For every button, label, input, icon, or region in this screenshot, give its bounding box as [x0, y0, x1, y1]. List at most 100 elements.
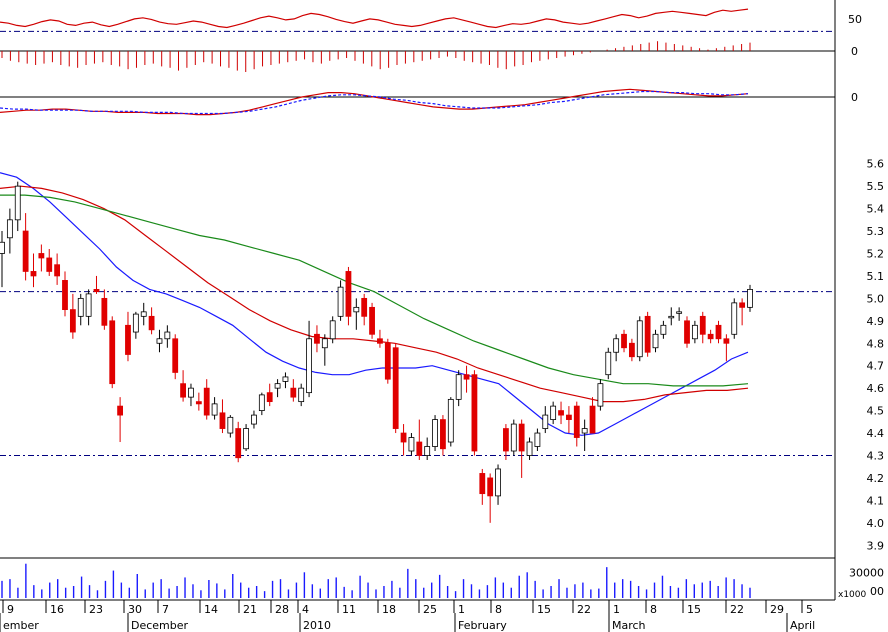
candle-body [447, 398, 454, 443]
price-tick-label: 4.0 [867, 517, 885, 530]
candle-body [22, 230, 29, 272]
candle-body [597, 383, 604, 407]
candle-body [518, 423, 525, 452]
candle-body [384, 342, 391, 380]
x-month-label: April [790, 619, 815, 632]
candle-body [715, 324, 722, 340]
candle-body [440, 419, 446, 450]
price-tick-label: 5.0 [867, 292, 885, 305]
price-tick-label: 4.7 [867, 360, 885, 373]
candle-body [542, 414, 549, 429]
candle-body [219, 412, 226, 429]
candle-body [314, 333, 320, 344]
candle-body [550, 405, 557, 420]
price-tick-label: 4.8 [867, 337, 885, 350]
macd-signal-line [0, 90, 749, 115]
candle-body [54, 264, 61, 277]
candle-body [723, 338, 730, 344]
candle-body [605, 351, 612, 376]
candle-body [377, 338, 383, 344]
candle-body [62, 280, 68, 310]
candle-body [306, 338, 312, 394]
candle-body [676, 311, 683, 314]
x-tick-label: 1 [613, 603, 620, 616]
candle-body [573, 405, 580, 438]
moving-average-short [0, 172, 749, 436]
price-tick-label: 4.4 [867, 427, 885, 440]
rsi-tick-label: 0 [851, 45, 858, 58]
candle-body [392, 347, 399, 429]
price-tick-label: 5.6 [867, 158, 885, 171]
x-tick-label: 15 [537, 603, 551, 616]
candle-body [14, 185, 21, 221]
price-tick-label: 4.1 [867, 494, 885, 507]
x-tick-label: 29 [770, 603, 784, 616]
candle-body [691, 324, 698, 340]
candle-body [747, 288, 753, 308]
x-tick-label: 8 [650, 603, 657, 616]
price-tick-label: 4.6 [867, 382, 885, 395]
x-month-label: December [131, 619, 189, 632]
price-tick-label: 3.9 [867, 539, 885, 552]
candle-body [361, 297, 368, 317]
price-panel: 5.6 5.5 5.4 5.3 5.2 5.1 5.0 4.9 4.8 4.7 4.6 4.5 4.4 4… [0, 158, 885, 552]
price-tick-label: 5.4 [867, 203, 885, 216]
rsi-tick-label: 50 [848, 13, 862, 26]
x-tick-label: 28 [275, 603, 289, 616]
x-month-label: February [458, 619, 507, 632]
candle-body [156, 338, 163, 344]
volume-unit-label: x1000 [838, 590, 867, 600]
volume-tick-label: 30000 [849, 566, 884, 579]
price-tick-label: 5.1 [867, 270, 885, 283]
rsi-line [0, 8, 749, 29]
candle-body [38, 253, 45, 259]
candle-body [0, 241, 5, 254]
candle-body [416, 441, 423, 456]
x-month-label: ember [3, 619, 39, 632]
moving-average-mid [0, 185, 749, 403]
candle-body [203, 387, 210, 416]
candle-body [180, 383, 186, 398]
candle-body [337, 286, 344, 317]
candle-body [172, 338, 179, 373]
price-tick-label: 4.2 [867, 472, 885, 485]
candle-body [558, 410, 564, 416]
candle-body [684, 320, 690, 344]
candle-body [77, 297, 84, 317]
candle-body [731, 302, 738, 335]
moving-average-long [0, 194, 749, 387]
candle-body [566, 414, 572, 420]
candle-body [298, 387, 305, 403]
candle-body [188, 387, 194, 398]
x-tick-label: 18 [382, 603, 396, 616]
candle-body [266, 392, 273, 403]
macd-panel: 0 [0, 88, 858, 116]
candle-body [613, 338, 620, 353]
candle-body [101, 297, 108, 326]
candle-body [274, 383, 281, 389]
candle-body [408, 437, 415, 452]
candle-body [353, 306, 360, 313]
candle-body [699, 315, 706, 335]
x-tick-label: 30 [128, 603, 142, 616]
candle-body [164, 331, 171, 340]
candle-body [707, 333, 714, 340]
candle-body [636, 320, 643, 358]
x-tick-label: 16 [50, 603, 64, 616]
candle-body [6, 219, 13, 239]
candle-body [282, 376, 289, 382]
candle-body [581, 428, 588, 434]
candle-body [211, 403, 218, 416]
candle-body [589, 405, 596, 434]
candle-body [644, 315, 651, 353]
candle-body [628, 342, 635, 358]
candle-body [109, 320, 116, 385]
candle-body [503, 428, 509, 452]
candle-body [93, 288, 100, 293]
x-tick-label: 5 [806, 603, 813, 616]
price-tick-label: 5.3 [867, 225, 885, 238]
candle-body [526, 441, 533, 456]
candle-body [243, 428, 249, 450]
